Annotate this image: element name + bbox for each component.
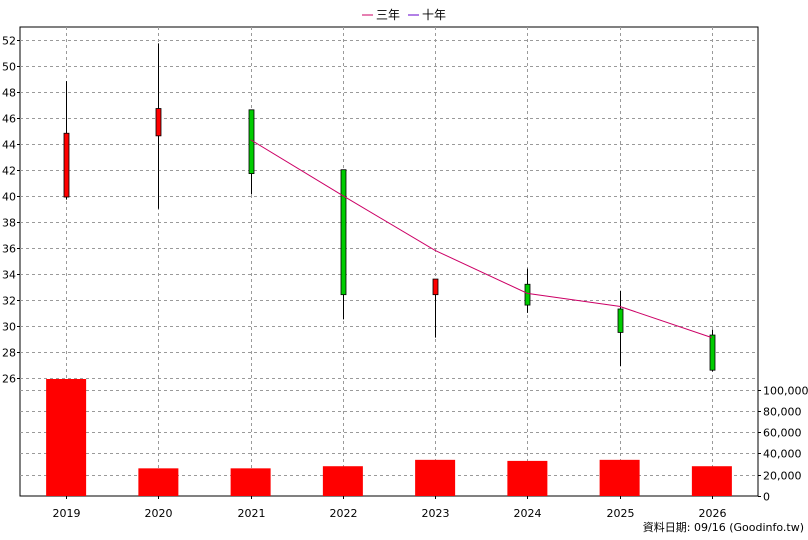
price-tick-label: 32 bbox=[2, 295, 16, 308]
legend-label-ten-year: 十年 bbox=[422, 8, 446, 22]
category-tick-label: 2026 bbox=[699, 507, 727, 520]
category-tick-label: 2021 bbox=[238, 507, 266, 520]
candle-body bbox=[617, 308, 624, 333]
price-tick-label: 48 bbox=[2, 87, 16, 100]
category-tick-label: 2020 bbox=[145, 507, 173, 520]
volume-tick-label: 40,000 bbox=[763, 448, 802, 461]
volume-tick-label: 20,000 bbox=[763, 470, 802, 483]
legend: 三年 十年 bbox=[362, 8, 446, 22]
candle-body bbox=[63, 132, 70, 198]
volume-tick-label: 60,000 bbox=[763, 427, 802, 440]
grid-lines bbox=[20, 27, 758, 496]
legend-label-three-year: 三年 bbox=[376, 8, 400, 22]
price-tick-label: 40 bbox=[2, 191, 16, 204]
volume-bar bbox=[46, 379, 87, 496]
candle-body bbox=[432, 278, 439, 296]
volume-bar bbox=[415, 459, 456, 496]
moving-average-lines bbox=[250, 139, 713, 339]
volume-bars bbox=[46, 379, 732, 496]
candle-body bbox=[340, 169, 347, 296]
category-tick-label: 2024 bbox=[514, 507, 542, 520]
price-tick-label: 44 bbox=[2, 139, 16, 152]
volume-tick-label: 0 bbox=[763, 491, 770, 504]
candle-body bbox=[524, 283, 531, 306]
volume-tick-label: 100,000 bbox=[763, 385, 808, 398]
price-tick-label: 34 bbox=[2, 269, 16, 282]
category-tick-label: 2022 bbox=[330, 507, 358, 520]
price-tick-label: 50 bbox=[2, 61, 16, 74]
plot-frame bbox=[19, 26, 759, 497]
price-tick-label: 38 bbox=[2, 217, 16, 230]
volume-bar bbox=[691, 466, 732, 496]
candlesticks bbox=[63, 43, 716, 372]
volume-bar bbox=[138, 468, 179, 496]
price-tick-label: 30 bbox=[2, 321, 16, 334]
candle-body bbox=[709, 334, 716, 371]
volume-bar bbox=[322, 466, 363, 496]
volume-bar bbox=[599, 459, 640, 496]
price-tick-label: 52 bbox=[2, 35, 16, 48]
volume-bar bbox=[230, 468, 271, 496]
ma-line-three-year bbox=[250, 139, 713, 339]
price-tick-label: 42 bbox=[2, 165, 16, 178]
category-tick-label: 2023 bbox=[422, 507, 450, 520]
price-tick-label: 28 bbox=[2, 347, 16, 360]
price-tick-label: 26 bbox=[2, 373, 16, 386]
data-date-footer: 資料日期: 09/16 (Goodinfo.tw) bbox=[642, 521, 804, 534]
volume-tick-label: 80,000 bbox=[763, 406, 802, 419]
category-tick-label: 2019 bbox=[53, 507, 81, 520]
axes: 26 28 30 32 34 36 38 40 42 44 46 48 50 52 0 20,000 40,00… bbox=[2, 35, 808, 521]
candle-body bbox=[155, 108, 162, 137]
price-tick-label: 36 bbox=[2, 243, 16, 256]
price-tick-label: 46 bbox=[2, 113, 16, 126]
category-tick-label: 2025 bbox=[607, 507, 635, 520]
volume-bar bbox=[507, 460, 548, 496]
